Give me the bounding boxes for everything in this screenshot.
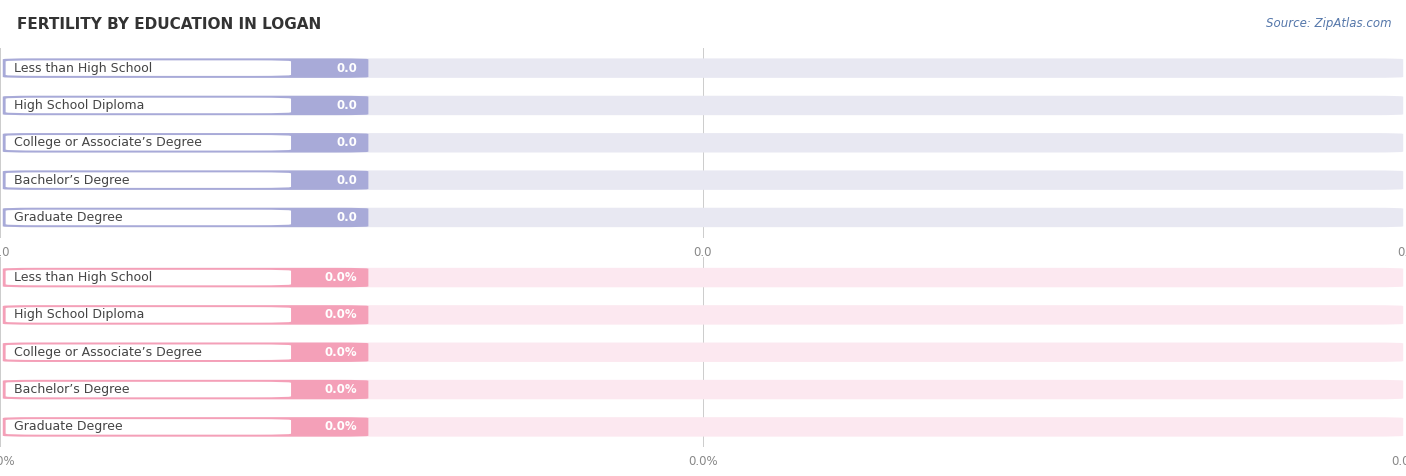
Text: Bachelor’s Degree: Bachelor’s Degree: [14, 174, 129, 187]
Text: College or Associate’s Degree: College or Associate’s Degree: [14, 136, 202, 149]
Text: 0.0: 0.0: [336, 99, 357, 112]
Text: High School Diploma: High School Diploma: [14, 308, 145, 321]
Text: 0.0%: 0.0%: [325, 271, 357, 284]
FancyBboxPatch shape: [3, 417, 368, 436]
Text: College or Associate’s Degree: College or Associate’s Degree: [14, 346, 202, 359]
Text: Graduate Degree: Graduate Degree: [14, 211, 122, 224]
Text: 0.0: 0.0: [336, 174, 357, 187]
FancyBboxPatch shape: [3, 133, 368, 152]
FancyBboxPatch shape: [6, 382, 291, 397]
FancyBboxPatch shape: [6, 98, 291, 113]
Text: 0.0%: 0.0%: [325, 383, 357, 396]
FancyBboxPatch shape: [3, 170, 1403, 190]
FancyBboxPatch shape: [3, 208, 1403, 227]
FancyBboxPatch shape: [3, 96, 368, 115]
Text: FERTILITY BY EDUCATION IN LOGAN: FERTILITY BY EDUCATION IN LOGAN: [17, 17, 321, 32]
FancyBboxPatch shape: [3, 305, 368, 325]
FancyBboxPatch shape: [3, 59, 368, 78]
FancyBboxPatch shape: [3, 170, 368, 190]
Text: 0.0%: 0.0%: [325, 420, 357, 434]
FancyBboxPatch shape: [6, 345, 291, 360]
FancyBboxPatch shape: [3, 208, 368, 227]
FancyBboxPatch shape: [6, 419, 291, 435]
FancyBboxPatch shape: [6, 135, 291, 150]
Text: Less than High School: Less than High School: [14, 61, 152, 75]
Text: Graduate Degree: Graduate Degree: [14, 420, 122, 434]
FancyBboxPatch shape: [6, 270, 291, 285]
Text: 0.0%: 0.0%: [325, 346, 357, 359]
Text: 0.0%: 0.0%: [325, 308, 357, 321]
FancyBboxPatch shape: [6, 60, 291, 76]
FancyBboxPatch shape: [3, 268, 1403, 288]
FancyBboxPatch shape: [3, 305, 1403, 325]
FancyBboxPatch shape: [3, 380, 368, 399]
Text: High School Diploma: High School Diploma: [14, 99, 145, 112]
FancyBboxPatch shape: [6, 210, 291, 225]
Text: Less than High School: Less than High School: [14, 271, 152, 284]
FancyBboxPatch shape: [3, 380, 1403, 399]
FancyBboxPatch shape: [3, 133, 1403, 152]
FancyBboxPatch shape: [3, 343, 1403, 362]
FancyBboxPatch shape: [3, 96, 1403, 115]
Text: 0.0: 0.0: [336, 211, 357, 224]
Text: Source: ZipAtlas.com: Source: ZipAtlas.com: [1267, 17, 1392, 30]
FancyBboxPatch shape: [3, 343, 368, 362]
FancyBboxPatch shape: [6, 172, 291, 188]
Text: 0.0: 0.0: [336, 136, 357, 149]
Text: 0.0: 0.0: [336, 61, 357, 75]
FancyBboxPatch shape: [3, 417, 1403, 436]
FancyBboxPatch shape: [3, 59, 1403, 78]
FancyBboxPatch shape: [6, 307, 291, 323]
FancyBboxPatch shape: [3, 268, 368, 288]
Text: Bachelor’s Degree: Bachelor’s Degree: [14, 383, 129, 396]
